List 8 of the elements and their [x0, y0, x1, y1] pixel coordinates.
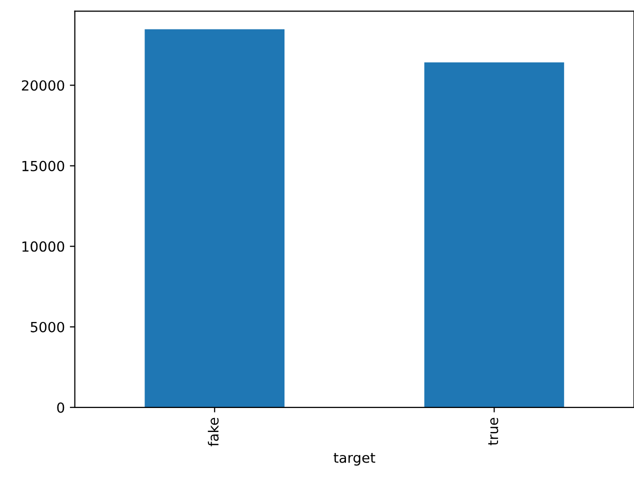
y-tick-label: 15000 — [22, 160, 64, 172]
y-tick-label: 5000 — [30, 322, 64, 332]
x-axis-title: target — [334, 452, 376, 466]
x-tick-label: fake — [208, 418, 219, 446]
y-tick-label: 10000 — [22, 241, 64, 252]
y-tick-label: 0 — [57, 402, 64, 413]
y-tick-label: 20000 — [22, 80, 64, 91]
x-tick-label: true — [488, 418, 498, 446]
